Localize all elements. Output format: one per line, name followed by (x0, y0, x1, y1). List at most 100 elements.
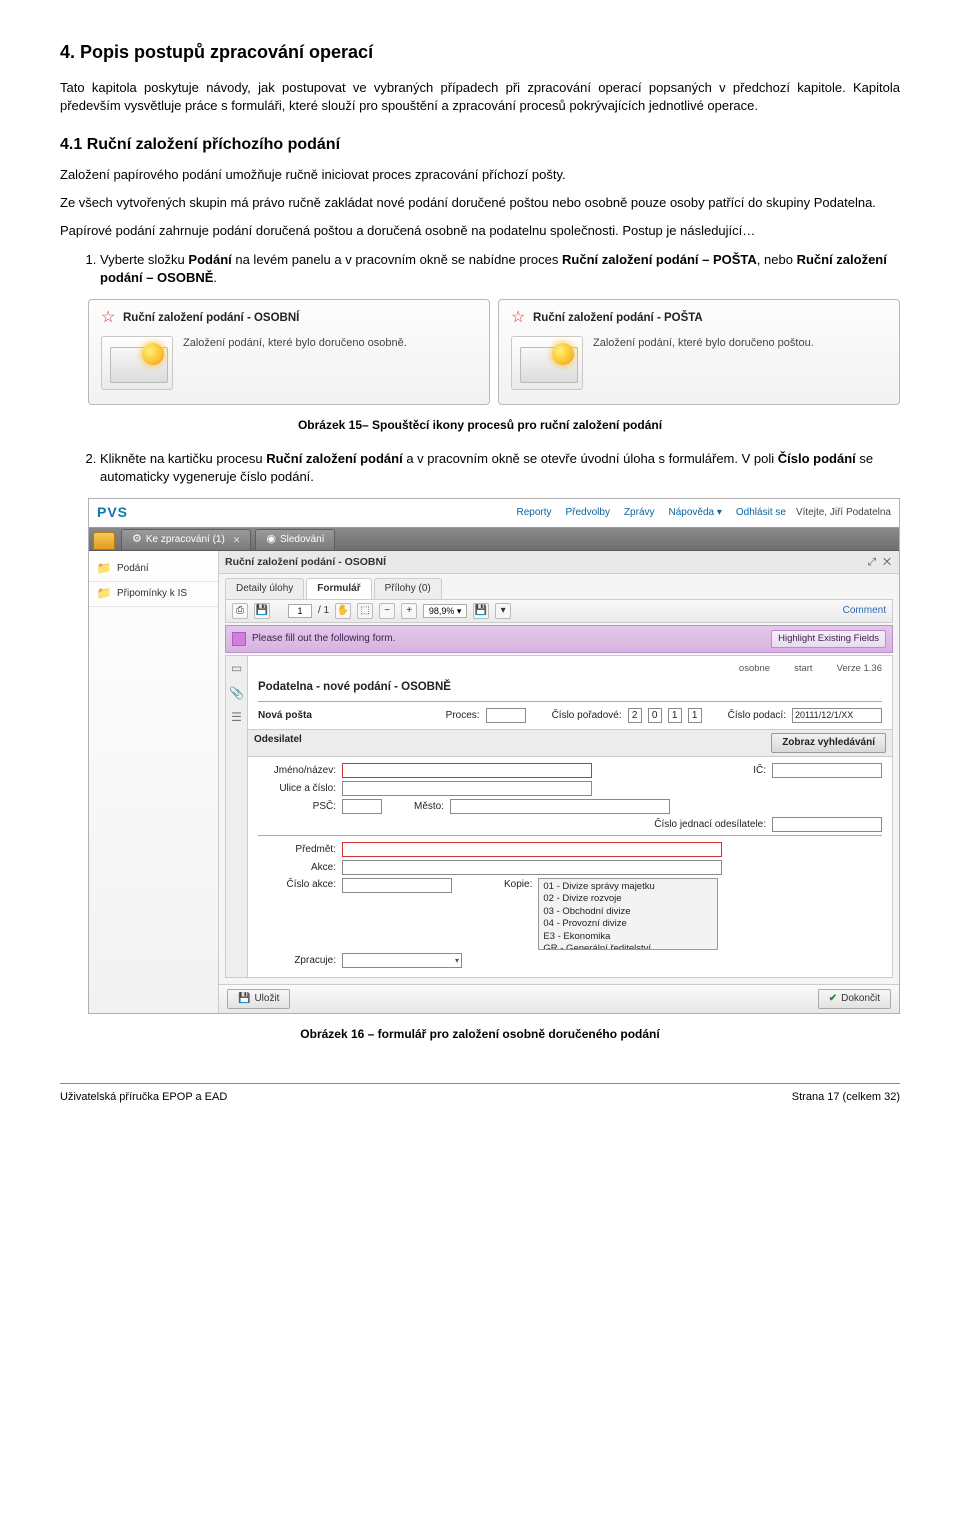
sidebar-item-podani[interactable]: 📁 Podání (89, 557, 218, 582)
ic-label: IČ: (736, 764, 766, 778)
print-icon[interactable]: ⎙ (232, 603, 248, 619)
zoom-in-icon[interactable]: + (401, 603, 417, 619)
select-icon[interactable]: ⬚ (357, 603, 373, 619)
para-2: Založení papírového podání umožňuje ručn… (60, 166, 900, 184)
card-osobni[interactable]: ☆ Ruční založení podání - OSOBNÍ Založen… (88, 299, 490, 405)
predmet-input[interactable] (342, 842, 722, 857)
page-total: / 1 (318, 604, 329, 618)
cpor-2[interactable]: 0 (648, 708, 662, 723)
cpor-1[interactable]: 2 (628, 708, 642, 723)
save2-icon[interactable]: 💾 (473, 603, 489, 619)
form-banner: Please fill out the following form. High… (225, 625, 893, 652)
zpracuje-label: Zpracuje: (258, 954, 336, 968)
meta-osobne: osobne (739, 662, 770, 675)
top-nav: Reporty Předvolby Zprávy Nápověda ▾ Odhl… (516, 506, 785, 520)
star-icon: ☆ (101, 310, 117, 326)
list-item-2: Klikněte na kartičku procesu Ruční založ… (100, 450, 900, 486)
pdf-toolbar: ⎙ 💾 / 1 ✋ ⬚ − + 💾 ▾ Comment (225, 599, 893, 623)
card-posta[interactable]: ☆ Ruční založení podání - POŠTA Založení… (498, 299, 900, 405)
zoom-out-icon[interactable]: − (379, 603, 395, 619)
nav-reporty[interactable]: Reporty (516, 506, 551, 520)
cjo-input[interactable] (772, 817, 882, 832)
ulozit-button[interactable]: 💾Uložit (227, 989, 290, 1009)
nav-odhlasit[interactable]: Odhlásit se (736, 506, 786, 520)
new-tab-button[interactable] (93, 532, 115, 550)
page-thumb-icon[interactable]: ▭ (231, 660, 242, 677)
form-body: osobne start Verze 1.36 Podatelna - nové… (248, 656, 892, 977)
subtab-formular[interactable]: Formulář (306, 578, 371, 599)
psc-input[interactable] (342, 799, 382, 814)
list-item-1: Vyberte složku Podání na levém panelu a … (100, 251, 900, 287)
pdf-side-tools: ▭ 📎 ☰ (226, 656, 248, 977)
footer-left: Uživatelská příručka EPOP a EAD (60, 1090, 227, 1105)
jmeno-label: Jméno/název: (258, 764, 336, 778)
nav-napoveda[interactable]: Nápověda ▾ (669, 506, 722, 520)
form-title: Podatelna - nové podání - OSOBNĚ (258, 679, 882, 695)
window-title: Ruční založení podání - OSOBNÍ (225, 555, 386, 570)
tab-sledovani[interactable]: ◉ Sledování (255, 529, 335, 549)
attachment-icon[interactable]: 📎 (229, 685, 244, 702)
heading-1: 4. Popis postupů zpracování operací (60, 40, 900, 65)
subtab-prilohy[interactable]: Přílohy (0) (374, 578, 442, 599)
tabstrip: ⚙ Ke zpracování (1) ✕ ◉ Sledování (89, 527, 899, 551)
cislo-podaci-input[interactable]: 20111/12/1/XX (792, 708, 882, 723)
caption-1: Obrázek 15– Spouštěcí ikony procesů pro … (60, 417, 900, 434)
kopie-label: Kopie: (504, 878, 532, 892)
process-cards: ☆ Ruční založení podání - OSOBNÍ Založen… (60, 299, 900, 405)
bookmark-icon[interactable]: ☰ (231, 709, 242, 726)
akce-label: Akce: (258, 861, 336, 875)
ic-input[interactable] (772, 763, 882, 778)
save-icon[interactable]: 💾 (254, 603, 270, 619)
eye-icon: ◉ (266, 532, 276, 547)
proces-label: Proces: (446, 709, 480, 723)
cjo-label: Číslo jednací odesílatele: (654, 818, 766, 832)
close-icon[interactable]: ✕ (233, 534, 241, 547)
zobraz-vyhledavani-button[interactable]: Zobraz vyhledávání (771, 733, 886, 753)
dokoncit-button[interactable]: ✔Dokončit (818, 989, 891, 1009)
psc-label: PSČ: (258, 800, 336, 814)
meta-start: start (794, 662, 812, 675)
comment-link[interactable]: Comment (843, 604, 886, 618)
envelope-icon (511, 336, 583, 390)
more-icon[interactable]: ▾ (495, 603, 511, 619)
logo: PVS (97, 503, 128, 523)
meta-verze: Verze 1.36 (837, 662, 882, 675)
mesto-input[interactable] (450, 799, 670, 814)
akce-input[interactable] (342, 860, 722, 875)
cpor-4[interactable]: 1 (688, 708, 702, 723)
caption-2: Obrázek 16 – formulář pro založení osobn… (60, 1026, 900, 1043)
ulice-input[interactable] (342, 781, 592, 796)
app-screenshot: PVS Reporty Předvolby Zprávy Nápověda ▾ … (88, 498, 900, 1014)
zpracuje-select[interactable] (342, 953, 462, 968)
cislo-podaci-label: Číslo podací: (728, 709, 786, 723)
cislo-akce-input[interactable] (342, 878, 452, 893)
check-icon: ✔ (829, 992, 837, 1006)
zoom-input[interactable] (423, 604, 467, 618)
star-icon: ☆ (511, 310, 527, 326)
proces-input[interactable] (486, 708, 526, 723)
para-4: Papírové podání zahrnuje podání doručená… (60, 222, 900, 240)
window-controls[interactable]: ⤢ ✕ (868, 555, 893, 570)
highlight-fields-button[interactable]: Highlight Existing Fields (771, 630, 886, 647)
bottom-bar: 💾Uložit ✔Dokončit (219, 984, 899, 1013)
banner-text: Please fill out the following form. (252, 632, 395, 646)
odesilatel-label: Odesilatel (254, 733, 302, 753)
save-icon: 💾 (238, 992, 250, 1006)
sidebar-item-pripominky[interactable]: 📁 Připomínky k IS (89, 582, 218, 607)
hand-icon[interactable]: ✋ (335, 603, 351, 619)
jmeno-input[interactable] (342, 763, 592, 778)
tab-ke-zpracovani[interactable]: ⚙ Ke zpracování (1) ✕ (121, 529, 251, 549)
cislo-akce-label: Číslo akce: (258, 878, 336, 892)
welcome-text: Vítejte, Jiří Podatelna (796, 506, 891, 520)
card-title: Ruční založení podání - OSOBNÍ (123, 310, 299, 326)
cpor-3[interactable]: 1 (668, 708, 682, 723)
cislo-poradove-label: Číslo pořadové: (552, 709, 622, 723)
kopie-listbox[interactable]: 01 - Divize správy majetku 02 - Divize r… (538, 878, 718, 950)
nav-zpravy[interactable]: Zprávy (624, 506, 655, 520)
subtab-detaily[interactable]: Detaily úlohy (225, 578, 304, 599)
folder-icon: 📁 (97, 587, 111, 601)
gear-icon: ⚙ (132, 532, 142, 547)
nav-predvolby[interactable]: Předvolby (565, 506, 609, 520)
page-input[interactable] (288, 604, 312, 618)
main-panel: Ruční založení podání - OSOBNÍ ⤢ ✕ Detai… (219, 551, 899, 1013)
